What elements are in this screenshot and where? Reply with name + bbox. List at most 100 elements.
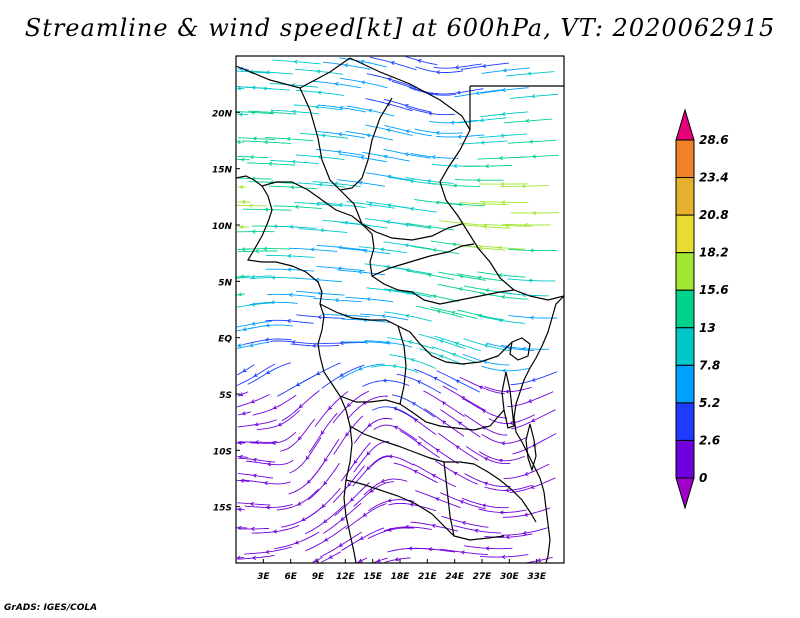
streamline [405, 56, 438, 66]
streamline-arrow [500, 182, 505, 187]
streamline [339, 77, 388, 89]
streamline [424, 408, 465, 437]
streamline-arrow [450, 310, 456, 315]
streamline-arrow [457, 421, 463, 426]
streamline-arrow [253, 373, 258, 377]
streamline [249, 301, 298, 306]
streamline [333, 415, 364, 455]
streamline [464, 285, 512, 294]
streamline [460, 62, 510, 70]
streamline [338, 153, 387, 163]
streamline [340, 442, 371, 482]
streamline [433, 63, 482, 69]
lake-tanganyika [501, 371, 515, 429]
streamline-arrow [385, 340, 390, 345]
streamline-arrow [237, 343, 242, 348]
streamline-arrow [359, 155, 365, 160]
streamline-arrow [379, 247, 385, 252]
lake-victoria [509, 337, 531, 361]
streamline [242, 140, 291, 144]
latitude-labels: 20N 15N 10N 5N EQ 5S 10S 15S [212, 109, 240, 514]
streamline [237, 344, 245, 347]
streamline-arrow [334, 298, 339, 303]
streamline [484, 484, 532, 491]
streamline-arrow [530, 484, 535, 489]
streamline-arrow [439, 354, 444, 359]
streamline-arrow [367, 202, 373, 207]
streamline-arrow [251, 555, 257, 560]
streamline-arrow [359, 535, 364, 540]
streamline [310, 438, 340, 480]
streamline-arrow [239, 66, 244, 72]
streamline [316, 244, 365, 251]
streamline [501, 526, 550, 536]
streamline-arrow [450, 120, 455, 125]
streamline-arrow [317, 315, 322, 320]
streamline-arrow [337, 132, 343, 137]
streamline-arrow [317, 154, 322, 160]
streamline [353, 441, 389, 473]
streamline [479, 201, 529, 203]
streamline [506, 71, 555, 77]
streamline-arrow [523, 222, 528, 228]
streamline-arrow [435, 448, 440, 453]
colorbar-label: 13 [699, 321, 716, 335]
border-10 [339, 395, 505, 431]
lat-tick-label: 10S [213, 447, 232, 457]
lon-tick-label: 21E [418, 572, 438, 582]
streamline-arrow [242, 327, 247, 332]
streamline [369, 56, 417, 71]
streamline [454, 179, 504, 181]
streamline-arrow [366, 466, 371, 471]
streamline [268, 225, 317, 229]
streamline [236, 177, 272, 180]
streamline [463, 338, 511, 352]
streamline [352, 455, 389, 487]
streamline [299, 132, 349, 139]
streamline [281, 390, 320, 422]
streamline-arrow [366, 133, 371, 138]
streamline [250, 431, 297, 444]
colorbar-label: 28.6 [699, 133, 729, 147]
streamline-arrow [250, 399, 255, 404]
streamline [526, 556, 553, 564]
streamline-arrow [296, 501, 302, 506]
streamline-arrow [265, 323, 270, 328]
colorbar-label: 18.2 [699, 246, 729, 260]
colorbar-segment [675, 289, 695, 329]
streamline-arrow [350, 497, 355, 502]
streamline [509, 93, 559, 99]
streamline-arrow [536, 558, 542, 563]
streamline-arrow [388, 454, 393, 459]
coastline-east [513, 295, 565, 564]
streamline [429, 119, 478, 124]
border-2 [349, 57, 471, 131]
streamline [312, 181, 361, 188]
streamline-arrow [343, 220, 348, 225]
streamline [478, 508, 527, 513]
streamline [372, 557, 388, 564]
streamline-arrow [272, 529, 278, 534]
streamline-arrow [240, 199, 246, 205]
streamline-arrow [315, 69, 321, 74]
streamline [413, 463, 457, 488]
streamline [296, 154, 345, 161]
streamline-arrow [451, 352, 457, 357]
streamline [399, 430, 440, 458]
streamline [406, 547, 456, 553]
streamline-arrow [387, 498, 392, 503]
streamline [346, 201, 395, 209]
streamline [319, 531, 362, 558]
streamline-arrow [527, 398, 533, 403]
streamline [237, 554, 275, 560]
streamline [341, 318, 390, 323]
streamline-arrow [439, 339, 444, 344]
streamline [256, 409, 301, 431]
streamline [459, 376, 505, 395]
streamline-arrow [504, 389, 510, 394]
streamline-arrow [339, 372, 344, 377]
streamline [237, 155, 269, 159]
streamline [394, 408, 437, 435]
streamline [509, 477, 556, 493]
colorbar-max-triangle [675, 108, 695, 141]
